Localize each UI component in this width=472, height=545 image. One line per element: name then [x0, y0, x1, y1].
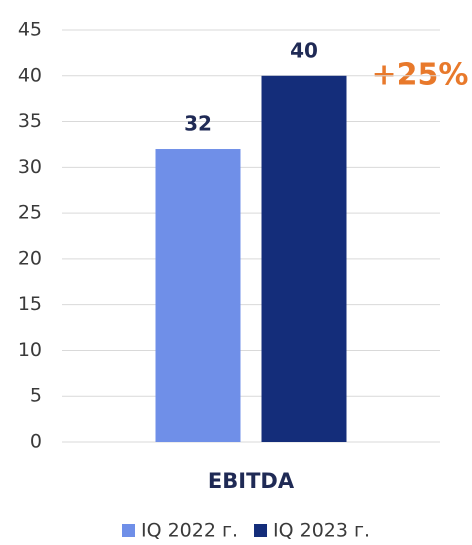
- annotation: +25%: [372, 58, 469, 93]
- data-label: 40: [290, 38, 318, 62]
- y-tick-label: 40: [18, 64, 42, 86]
- data-label: 32: [184, 112, 212, 136]
- y-tick-label: 20: [18, 247, 42, 269]
- y-tick-label: 25: [18, 202, 42, 224]
- legend-swatch: [122, 524, 135, 537]
- y-tick-label: 30: [18, 156, 42, 178]
- y-tick-label: 0: [30, 431, 42, 453]
- y-tick-label: 15: [18, 293, 42, 315]
- x-tick-label: EBITDA: [208, 469, 295, 493]
- y-tick-label: 45: [18, 19, 42, 41]
- legend-label: IQ 2023 г.: [273, 520, 370, 542]
- legend-label: IQ 2022 г.: [141, 520, 238, 542]
- bar: [155, 149, 241, 442]
- y-tick-label: 10: [18, 339, 42, 361]
- y-tick-label: 35: [18, 110, 42, 132]
- legend-swatch: [254, 524, 268, 537]
- bar: [261, 75, 347, 443]
- y-tick-label: 5: [30, 385, 42, 407]
